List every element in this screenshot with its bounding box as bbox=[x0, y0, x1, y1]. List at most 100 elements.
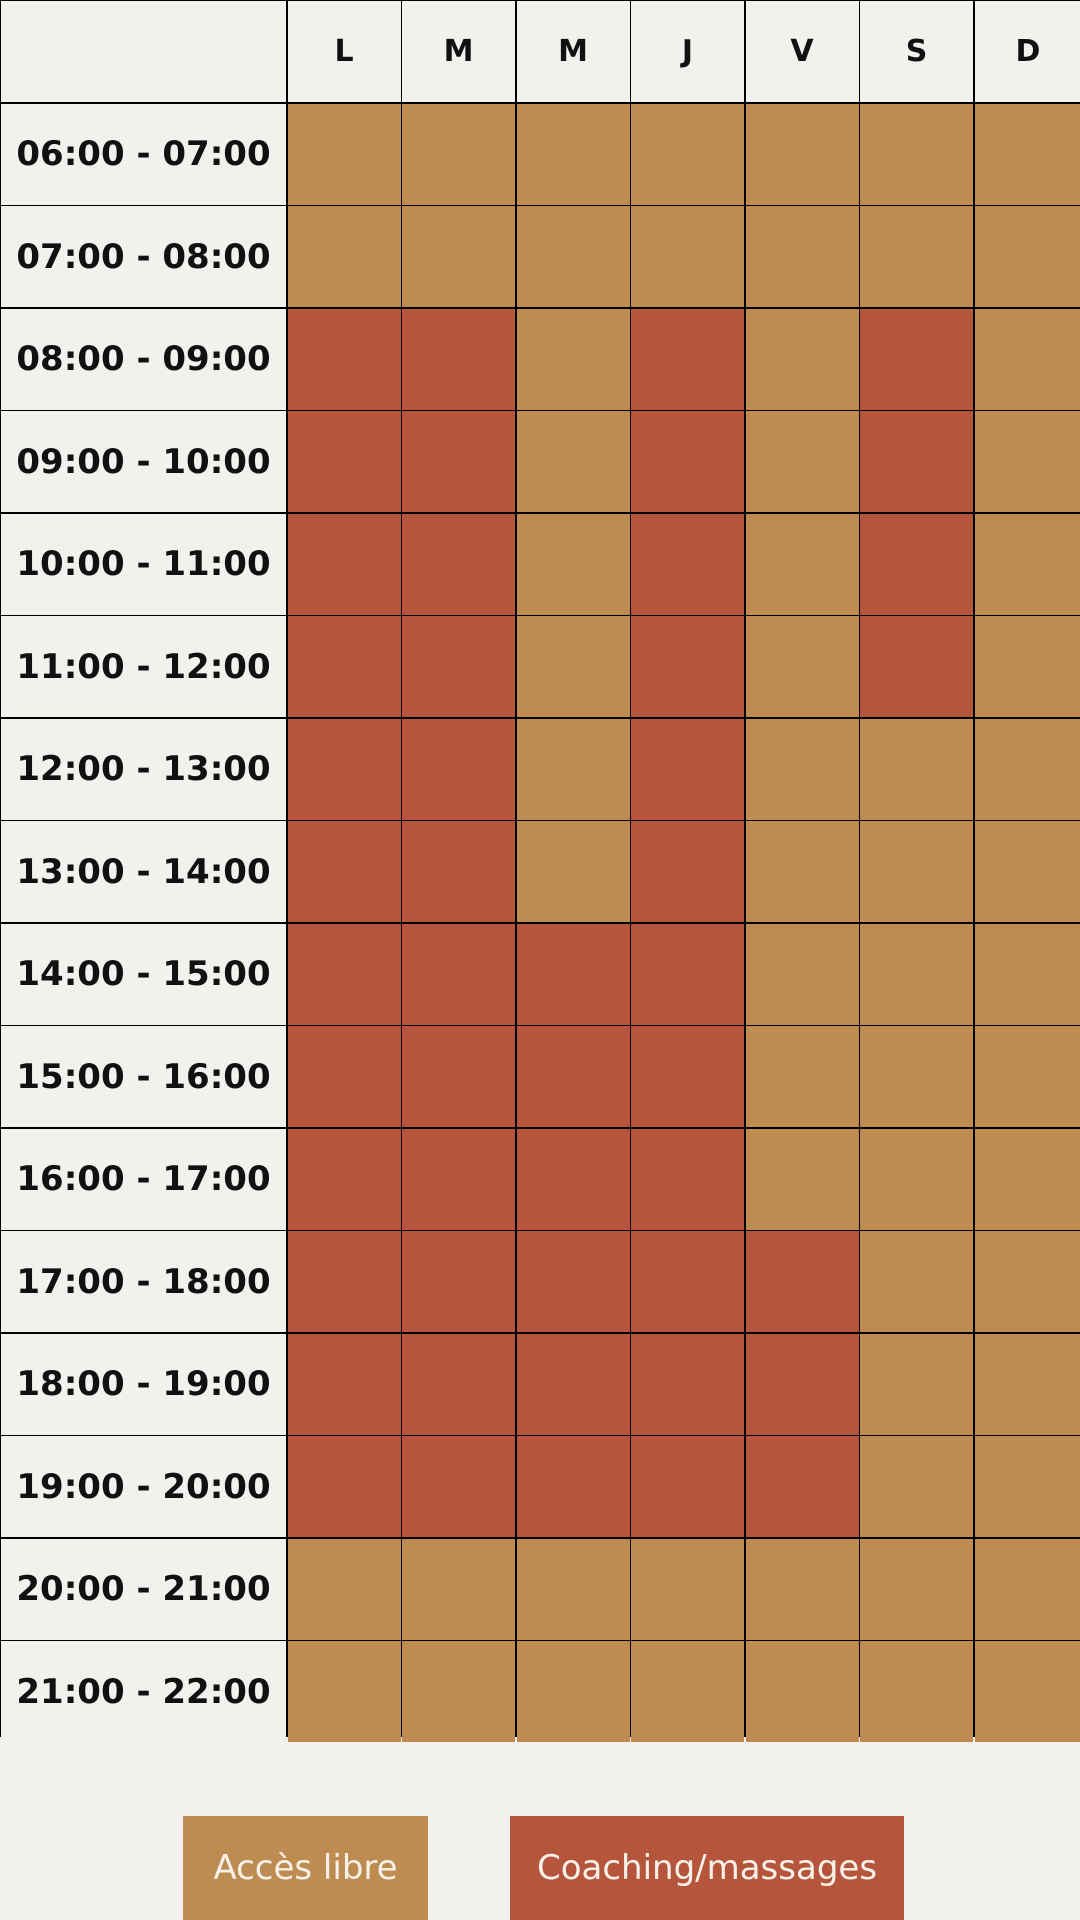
slot-acces-libre bbox=[516, 1641, 630, 1742]
time-slot-label: 16:00 - 17:00 bbox=[1, 1128, 286, 1230]
slot-acces-libre bbox=[745, 308, 859, 410]
slot-coaching-massages bbox=[516, 1026, 630, 1127]
schedule-grid: L M M J V S D 06:00 - 07:00 07:00 - 08:00 08:00 -… bbox=[1, 1, 1080, 1742]
slot-coaching-massages bbox=[287, 1333, 401, 1435]
slot-acces-libre bbox=[516, 718, 630, 820]
slot-acces-libre bbox=[745, 1026, 859, 1127]
slot-acces-libre bbox=[974, 923, 1080, 1025]
slot-acces-libre bbox=[974, 103, 1080, 205]
slot-coaching-massages bbox=[516, 1436, 630, 1537]
slot-coaching-massages bbox=[287, 513, 401, 615]
slot-acces-libre bbox=[287, 206, 401, 307]
slot-acces-libre bbox=[974, 1026, 1080, 1127]
slot-coaching-massages bbox=[631, 1231, 744, 1332]
slot-coaching-massages bbox=[516, 1128, 630, 1230]
slot-coaching-massages bbox=[631, 1026, 744, 1127]
slot-acces-libre bbox=[974, 1538, 1080, 1640]
slot-acces-libre bbox=[745, 923, 859, 1025]
slot-acces-libre bbox=[860, 103, 973, 205]
slot-acces-libre bbox=[974, 308, 1080, 410]
day-header: V bbox=[745, 1, 859, 102]
legend-acces-libre: Accès libre bbox=[183, 1816, 428, 1920]
slot-acces-libre bbox=[516, 821, 630, 922]
slot-acces-libre bbox=[631, 1538, 744, 1640]
slot-coaching-massages bbox=[402, 1333, 515, 1435]
day-header: D bbox=[974, 1, 1080, 102]
slot-coaching-massages bbox=[860, 513, 973, 615]
slot-acces-libre bbox=[974, 411, 1080, 512]
slot-coaching-massages bbox=[631, 513, 744, 615]
slot-coaching-massages bbox=[402, 1436, 515, 1537]
slot-acces-libre bbox=[631, 1641, 744, 1742]
day-header: S bbox=[860, 1, 973, 102]
time-slot-label: 13:00 - 14:00 bbox=[1, 821, 286, 922]
slot-coaching-massages bbox=[402, 1026, 515, 1127]
slot-coaching-massages bbox=[860, 308, 973, 410]
slot-acces-libre bbox=[516, 206, 630, 307]
slot-acces-libre bbox=[974, 206, 1080, 307]
time-slot-label: 20:00 - 21:00 bbox=[1, 1538, 286, 1640]
slot-acces-libre bbox=[745, 821, 859, 922]
slot-acces-libre bbox=[516, 1538, 630, 1640]
slot-coaching-massages bbox=[287, 1026, 401, 1127]
slot-acces-libre bbox=[974, 1641, 1080, 1742]
slot-coaching-massages bbox=[860, 411, 973, 512]
slot-acces-libre bbox=[287, 1538, 401, 1640]
time-slot-label: 09:00 - 10:00 bbox=[1, 411, 286, 512]
slot-acces-libre bbox=[287, 1641, 401, 1742]
slot-acces-libre bbox=[860, 718, 973, 820]
slot-coaching-massages bbox=[631, 821, 744, 922]
slot-acces-libre bbox=[860, 923, 973, 1025]
slot-acces-libre bbox=[860, 1026, 973, 1127]
slot-acces-libre bbox=[860, 1333, 973, 1435]
slot-coaching-massages bbox=[631, 1128, 744, 1230]
slot-acces-libre bbox=[860, 1538, 973, 1640]
time-slot-label: 12:00 - 13:00 bbox=[1, 718, 286, 820]
slot-coaching-massages bbox=[402, 411, 515, 512]
slot-acces-libre bbox=[287, 103, 401, 205]
slot-acces-libre bbox=[860, 1436, 973, 1537]
slot-coaching-massages bbox=[287, 411, 401, 512]
slot-acces-libre bbox=[860, 1641, 973, 1742]
slot-coaching-massages bbox=[631, 616, 744, 717]
slot-coaching-massages bbox=[402, 1128, 515, 1230]
slot-coaching-massages bbox=[745, 1333, 859, 1435]
slot-acces-libre bbox=[516, 308, 630, 410]
slot-acces-libre bbox=[974, 616, 1080, 717]
slot-coaching-massages bbox=[287, 1128, 401, 1230]
slot-acces-libre bbox=[745, 718, 859, 820]
slot-acces-libre bbox=[745, 411, 859, 512]
slot-coaching-massages bbox=[287, 718, 401, 820]
slot-acces-libre bbox=[516, 616, 630, 717]
time-slot-label: 06:00 - 07:00 bbox=[1, 103, 286, 205]
time-slot-label: 08:00 - 09:00 bbox=[1, 308, 286, 410]
slot-coaching-massages bbox=[631, 411, 744, 512]
time-slot-label: 10:00 - 11:00 bbox=[1, 513, 286, 615]
day-header: M bbox=[402, 1, 515, 102]
time-slot-label: 19:00 - 20:00 bbox=[1, 1436, 286, 1537]
slot-coaching-massages bbox=[745, 1231, 859, 1332]
slot-acces-libre bbox=[745, 1128, 859, 1230]
slot-coaching-massages bbox=[631, 923, 744, 1025]
time-slot-label: 14:00 - 15:00 bbox=[1, 923, 286, 1025]
slot-acces-libre bbox=[860, 1231, 973, 1332]
day-header: M bbox=[516, 1, 630, 102]
slot-coaching-massages bbox=[402, 718, 515, 820]
slot-acces-libre bbox=[860, 1128, 973, 1230]
slot-acces-libre bbox=[745, 206, 859, 307]
slot-acces-libre bbox=[631, 206, 744, 307]
time-slot-label: 17:00 - 18:00 bbox=[1, 1231, 286, 1332]
slot-acces-libre bbox=[402, 103, 515, 205]
slot-acces-libre bbox=[860, 206, 973, 307]
slot-coaching-massages bbox=[287, 1436, 401, 1537]
header-corner bbox=[1, 1, 286, 102]
slot-acces-libre bbox=[745, 616, 859, 717]
slot-acces-libre bbox=[516, 513, 630, 615]
slot-acces-libre bbox=[745, 1538, 859, 1640]
time-slot-label: 07:00 - 08:00 bbox=[1, 206, 286, 307]
slot-coaching-massages bbox=[287, 923, 401, 1025]
slot-acces-libre bbox=[402, 1641, 515, 1742]
slot-acces-libre bbox=[974, 1231, 1080, 1332]
slot-coaching-massages bbox=[402, 923, 515, 1025]
slot-coaching-massages bbox=[287, 1231, 401, 1332]
